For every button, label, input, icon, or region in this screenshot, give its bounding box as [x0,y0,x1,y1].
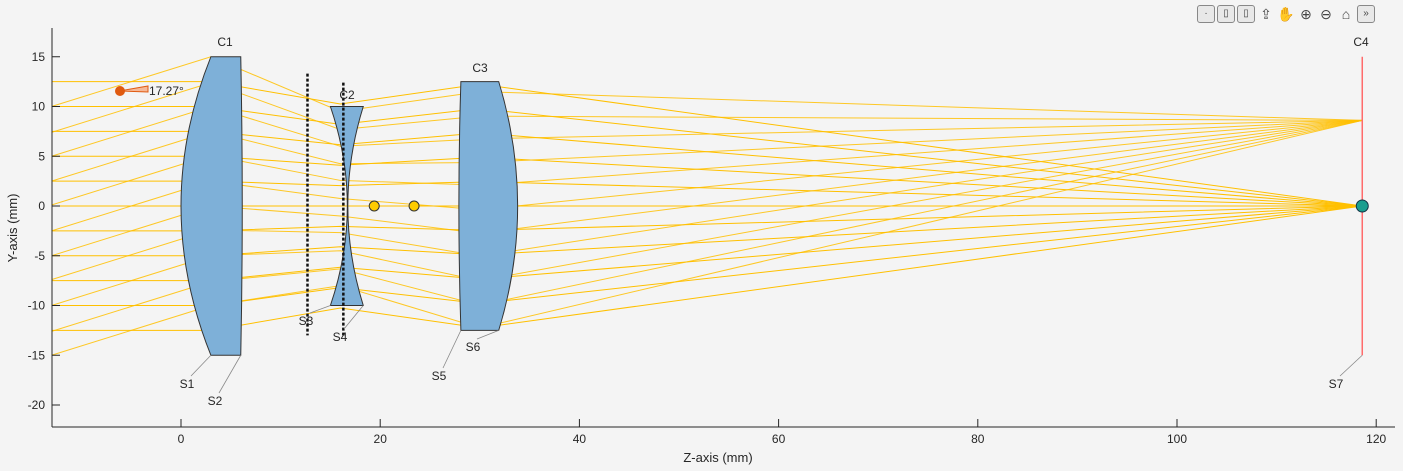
y-tick-label: 15 [32,50,46,64]
surface-label-s1: S1 [180,377,195,391]
x-tick-label: 60 [772,432,786,446]
y-axis-title: Y-axis (mm) [5,194,20,263]
y-tick-label: -5 [34,249,45,263]
ray-off-axis [51,119,1363,281]
component-label-c4: C4 [1353,35,1369,49]
y-tick-label: 5 [38,149,45,163]
x-tick-label: 120 [1366,432,1386,446]
ray-on-axis [51,205,1363,331]
marks: C1 C2 C3 C4 S1 S2 S3 S4 S5 S6 S7 [115,35,1369,408]
pan-hand-icon[interactable]: ✋ [1277,6,1295,22]
lenses [180,56,1364,356]
surface-label-s3: S3 [299,314,314,328]
light-source-icon [115,86,125,96]
plot-area [52,28,1395,427]
surface-leader-line [343,305,364,330]
x-tick-label: 20 [374,432,388,446]
ray-on-axis [51,205,1363,232]
ray-off-axis [51,119,1363,206]
export-icon[interactable]: ⇪ [1260,6,1272,22]
ray-off-axis [51,119,1363,306]
field-angle-label: 17.27° [149,84,184,98]
y-tick-label: 10 [32,100,46,114]
component-label-c3: C3 [472,61,488,75]
surface-leader-line [1339,354,1363,377]
surface-label-s6: S6 [466,340,481,354]
surface-leader-line [476,330,499,340]
surface-leader-line [309,305,331,314]
lens-c3 [458,81,519,331]
surface-leader-line [218,355,242,394]
ray-on-axis [51,155,1363,207]
surface-leader-line [442,330,462,369]
focal-point [368,200,380,212]
y-tick-label: -15 [28,348,46,362]
ray-on-axis [51,205,1363,257]
ray-on-axis [51,180,1363,207]
ray-off-axis [51,119,1363,257]
component-label-c2: C2 [339,88,355,102]
x-tick-label: 0 [178,432,185,446]
x-tick-label: 80 [971,432,985,446]
ray-on-axis [51,130,1363,207]
surface-label-s4: S4 [333,330,348,344]
y-tick-label: -10 [28,299,46,313]
collapse-toolbar-icon[interactable]: » [1357,5,1375,23]
surface-label-s2: S2 [208,394,223,408]
link-icon[interactable]: ▯ [1217,5,1235,23]
zoom-out-icon[interactable]: ⊖ [1320,6,1332,22]
y-tick-label: -20 [28,398,46,412]
surface-label-s5: S5 [432,369,447,383]
ray-on-axis [51,205,1363,282]
data-tips-icon[interactable]: · [1197,5,1215,23]
surface-label-s7: S7 [1329,377,1344,391]
brush-icon[interactable]: ▯ [1237,5,1255,23]
ray-off-axis [51,119,1363,232]
figure-toolbar: · ▯ ▯ ⇪ ✋ ⊕ ⊖ ⌂ » [1197,5,1375,23]
x-tick-label: 100 [1167,432,1187,446]
y-tick-label: 0 [38,199,45,213]
zoom-in-icon[interactable]: ⊕ [1300,6,1312,22]
ray-on-axis [51,81,1363,207]
field-angle-cone [118,85,149,93]
x-axis-title: Z-axis (mm) [683,450,752,465]
component-label-c1: C1 [217,35,233,49]
image-point [1355,199,1369,213]
home-icon[interactable]: ⌂ [1341,6,1351,22]
ray-off-axis [51,119,1363,182]
ticks: 0 20 40 60 80 100 120 15 10 5 0 -5 -10 -15 -20 [28,50,1387,446]
surface-leader-line [190,354,212,377]
x-tick-label: 40 [573,432,587,446]
ray-off-axis [51,105,1363,157]
focal-point [408,200,420,212]
